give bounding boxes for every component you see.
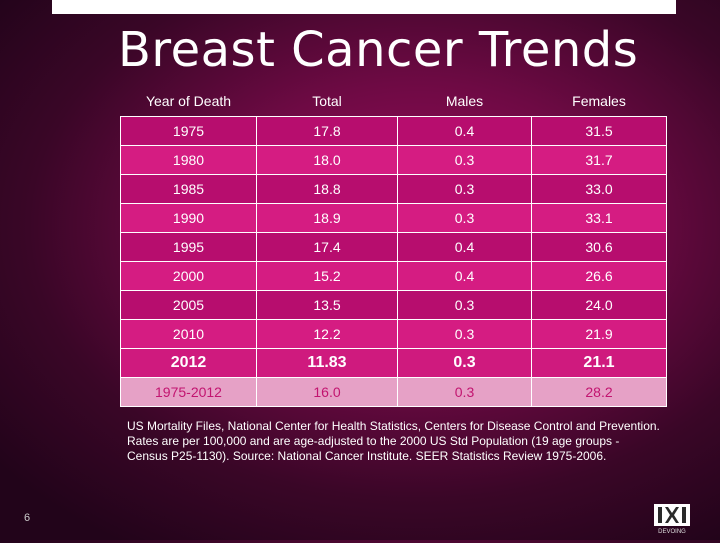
cell-females: 31.5: [531, 116, 667, 146]
header-males: Males: [445, 93, 484, 109]
source-footnote: US Mortality Files, National Center for …: [127, 419, 660, 463]
cell-year: 1985: [120, 174, 257, 204]
cell-males: 0.4: [397, 261, 532, 291]
table-header-row: Year of Death Total Males Females: [121, 86, 667, 117]
cell-females: 31.7: [531, 145, 667, 175]
cell-females: 21.9: [531, 319, 667, 349]
table-row: 1980 18.0 0.3 31.7: [120, 145, 667, 175]
cell-total: 11.83: [256, 348, 398, 378]
header-year: Year of Death: [145, 93, 232, 109]
dxe-logo-icon: DEVOING: [650, 502, 694, 538]
slide-title: Breast Cancer Trends: [118, 22, 639, 78]
table-row-highlight: 2012 11.83 0.3 21.1: [120, 348, 667, 378]
cell-total: 18.0: [256, 145, 398, 175]
top-bar: [52, 0, 676, 14]
table-row: 2010 12.2 0.3 21.9: [120, 319, 667, 349]
cell-females: 24.0: [531, 290, 667, 320]
cell-males: 0.3: [397, 377, 532, 407]
cell-males: 0.4: [397, 232, 532, 262]
cell-total: 12.2: [256, 319, 398, 349]
header-females: Females: [572, 93, 626, 109]
cell-total: 18.9: [256, 203, 398, 233]
cell-total: 13.5: [256, 290, 398, 320]
cell-year: 1990: [120, 203, 257, 233]
cell-females: 26.6: [531, 261, 667, 291]
cell-females: 30.6: [531, 232, 667, 262]
cell-year: 2012: [120, 348, 257, 378]
table-row: 1990 18.9 0.3 33.1: [120, 203, 667, 233]
cell-year: 1980: [120, 145, 257, 175]
cell-males: 0.3: [397, 145, 532, 175]
mortality-table: Year of Death Total Males Females 1975 1…: [120, 86, 667, 407]
cell-year: 1975-2012: [120, 377, 257, 407]
cell-total: 17.4: [256, 232, 398, 262]
cell-males: 0.3: [397, 290, 532, 320]
logo-wordmark: DEVOING: [658, 529, 686, 535]
table-row: 1975 17.8 0.4 31.5: [120, 116, 667, 146]
table-row: 1995 17.4 0.4 30.6: [120, 232, 667, 262]
cell-total: 15.2: [256, 261, 398, 291]
cell-total: 18.8: [256, 174, 398, 204]
cell-males: 0.4: [397, 116, 532, 146]
page-number: 6: [24, 512, 31, 524]
cell-females: 28.2: [531, 377, 667, 407]
cell-females: 33.0: [531, 174, 667, 204]
cell-males: 0.3: [397, 348, 532, 378]
cell-females: 33.1: [531, 203, 667, 233]
cell-year: 2010: [120, 319, 257, 349]
cell-males: 0.3: [397, 319, 532, 349]
cell-year: 1975: [120, 116, 257, 146]
cell-total: 16.0: [256, 377, 398, 407]
cell-year: 2005: [120, 290, 257, 320]
table-row: 2005 13.5 0.3 24.0: [120, 290, 667, 320]
header-total: Total: [312, 93, 342, 109]
cell-total: 17.8: [256, 116, 398, 146]
cell-males: 0.3: [397, 203, 532, 233]
cell-year: 1995: [120, 232, 257, 262]
table-row: 2000 15.2 0.4 26.6: [120, 261, 667, 291]
table-row: 1985 18.8 0.3 33.0: [120, 174, 667, 204]
table-row-summary: 1975-2012 16.0 0.3 28.2: [120, 377, 667, 407]
cell-year: 2000: [120, 261, 257, 291]
cell-males: 0.3: [397, 174, 532, 204]
cell-females: 21.1: [531, 348, 667, 378]
